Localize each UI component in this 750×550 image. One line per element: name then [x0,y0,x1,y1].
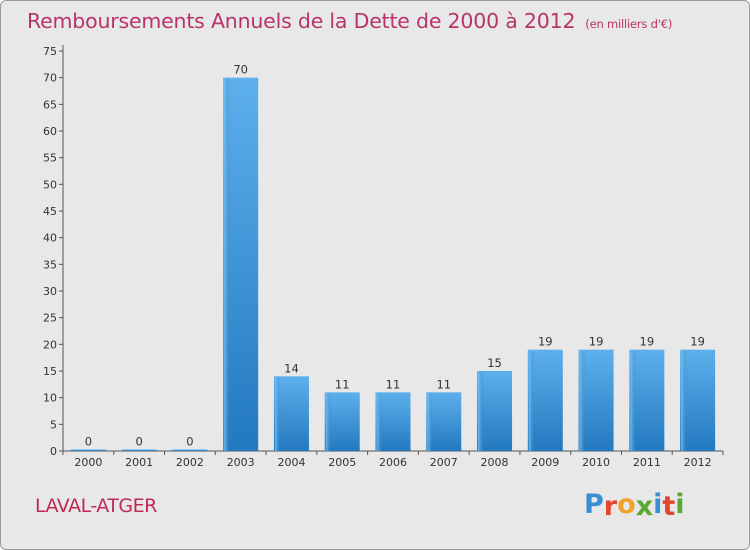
bar-highlight [224,78,231,452]
proxiti-logo: Proxiti [584,489,685,522]
data-label: 15 [487,356,502,370]
bar [70,449,106,451]
data-label: 0 [85,435,92,449]
bar-highlight [376,393,383,451]
logo-letter: t [662,491,676,522]
data-label: 11 [386,377,401,391]
x-tick-label: 2000 [74,456,102,469]
logo-letter: r [603,491,618,522]
y-tick-label: 0 [50,445,57,458]
y-tick-label: 5 [50,418,57,431]
data-label: 19 [640,335,655,349]
y-tick-label: 35 [43,258,57,271]
logo-letter: i [675,489,685,520]
chart-labels: 0 0 0 70 14 11 11 11 15 19 19 19 19 [85,63,705,449]
x-tick-label: 2007 [430,456,458,469]
y-tick-label: 55 [43,152,57,165]
chart-unit: (en milliers d'€) [585,17,673,31]
y-tick-label: 10 [43,392,57,405]
x-tick-label: 2008 [481,456,509,469]
x-tick-label: 2006 [379,456,407,469]
y-tick-label: 40 [43,232,57,245]
x-tick-label: 2002 [176,456,204,469]
commune-name: LAVAL-ATGER [35,495,157,517]
data-label: 11 [335,377,350,391]
y-tick-label: 60 [43,125,57,138]
x-tick-label: 2010 [582,456,610,469]
data-label: 14 [284,361,299,375]
x-tick-label: 2009 [531,456,559,469]
bar-highlight [579,350,586,451]
data-label: 0 [186,435,193,449]
bar-highlight [630,350,637,451]
chart-title: Remboursements Annuels de la Dette de 20… [27,9,672,33]
bar-highlight [325,393,332,451]
y-tick-label: 30 [43,285,57,298]
chart-axes: 0 5 10 15 20 25 30 35 40 45 50 55 60 65 70 75 2000 2001 20… [43,45,724,469]
bar-highlight [478,372,485,451]
data-label: 19 [538,335,553,349]
y-tick-label: 65 [43,98,57,111]
data-label: 11 [436,377,451,391]
bar-highlight [274,377,281,451]
bar-highlight [681,350,688,451]
x-tick-label: 2012 [684,456,712,469]
logo-letter: o [617,489,636,520]
chart-bars [70,77,716,452]
y-tick-label: 25 [43,312,57,325]
x-tick-label: 2003 [227,456,255,469]
y-tick-label: 70 [43,72,57,85]
bar [121,449,157,451]
data-label: 19 [690,335,705,349]
x-tick-label: 2005 [328,456,356,469]
logo-letter: P [584,489,604,520]
bar-highlight [427,393,434,451]
data-label: 0 [135,435,142,449]
bar-highlight [528,350,535,451]
x-tick-label: 2001 [125,456,153,469]
x-tick-label: 2011 [633,456,661,469]
logo-letter: i [653,489,663,520]
data-label: 70 [233,63,248,77]
y-tick-label: 15 [43,365,57,378]
y-tick-label: 20 [43,338,57,351]
bar [172,449,208,451]
y-tick-label: 50 [43,178,57,191]
data-label: 19 [589,335,604,349]
x-tick-label: 2004 [277,456,305,469]
y-tick-label: 45 [43,205,57,218]
y-tick-label: 75 [43,45,57,58]
logo-letter: x [635,491,654,522]
chart-title-text: Remboursements Annuels de la Dette de 20… [27,9,576,33]
